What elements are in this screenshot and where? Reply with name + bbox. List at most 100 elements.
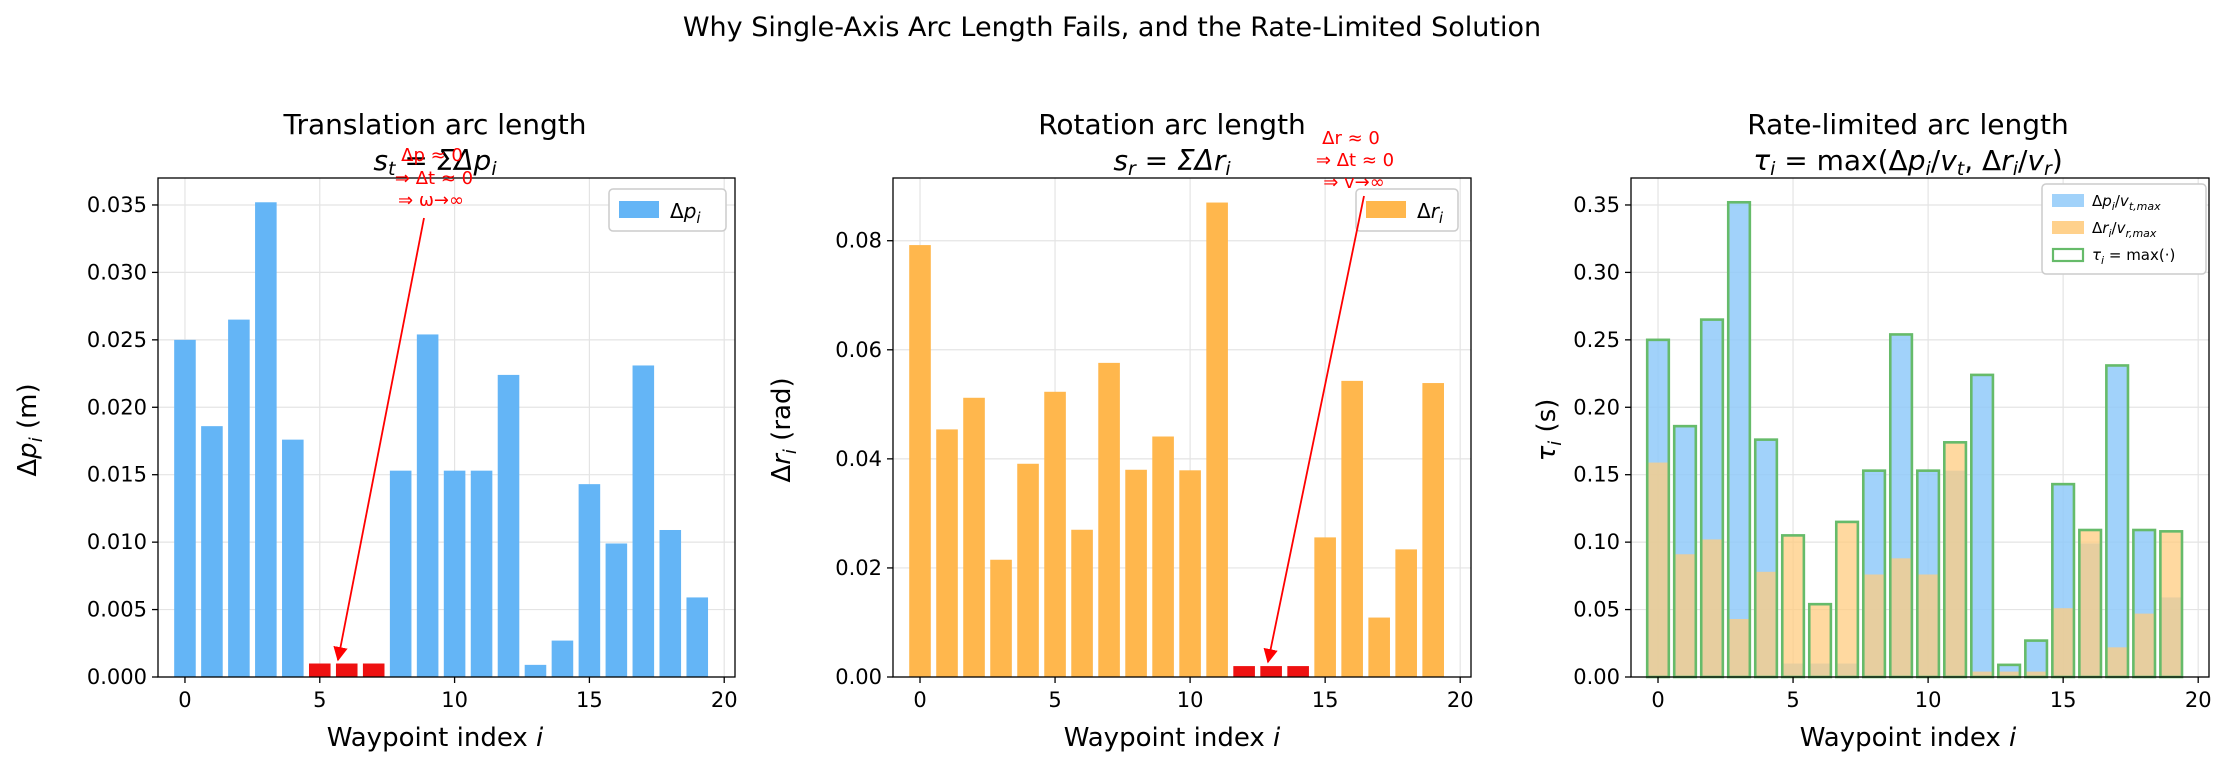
- legend: Δri: [1355, 188, 1459, 232]
- y-tick-label: 0.000: [87, 665, 147, 689]
- rotation-panel: Rotation arc length sr = ΣΔri 0 5 10 15 20 0.…: [767, 108, 1474, 753]
- annotation-arrow: [333, 217, 425, 662]
- bar-rotation-rate: [1944, 442, 1966, 677]
- x-tick-label: 0: [1651, 688, 1664, 712]
- axes: 0 5 10 15 20 0.000 0.005 0.010 0.015 0.020 0.025 0.…: [87, 177, 738, 712]
- bar: [201, 426, 223, 677]
- bar: [990, 559, 1012, 677]
- bar-rotation-rate: [1917, 574, 1939, 677]
- x-tick-label: 20: [2185, 688, 2212, 712]
- bar-rotation-rate: [2052, 608, 2074, 677]
- bar-rotation-rate: [1782, 535, 1804, 677]
- x-tick-label: 15: [1312, 688, 1339, 712]
- bar-rotation-rate: [1755, 571, 1777, 677]
- y-tick-label: 0.20: [1573, 395, 1620, 419]
- bar: [936, 429, 958, 677]
- y-tick-label: 0.005: [87, 598, 147, 622]
- legend-label-trans: Δpi/vt,max: [2092, 192, 2161, 213]
- bar-highlighted: [308, 663, 331, 677]
- panel-title-line2: τi = max(Δpi/vt, Δri/vr): [1753, 144, 2063, 180]
- y-tick-label: 0.06: [835, 338, 882, 362]
- bar: [1152, 436, 1174, 677]
- y-axis-label: Δri (rad): [767, 377, 801, 482]
- bar-rotation-rate: [1701, 539, 1723, 677]
- bar: [1314, 537, 1336, 677]
- x-tick-label: 5: [1786, 688, 1799, 712]
- x-tick-label: 20: [1447, 688, 1474, 712]
- legend: Δpi: [608, 188, 727, 232]
- y-tick-label: 0.10: [1573, 530, 1620, 554]
- y-tick-label: 0.00: [835, 665, 882, 689]
- axes: 0 5 10 15 20 0.00 0.02 0.04 0.06 0.08: [835, 177, 1474, 712]
- bar-highlighted: [1233, 666, 1255, 677]
- x-tick-label: 10: [441, 688, 468, 712]
- y-tick-label: 0.04: [835, 447, 882, 471]
- bar: [659, 529, 682, 677]
- y-tick-label: 0.05: [1573, 598, 1620, 622]
- y-tick-label: 0.010: [87, 530, 147, 554]
- bar-rotation-rate: [1728, 619, 1750, 677]
- y-axis-label: Δpi (m): [13, 383, 47, 476]
- bar: [443, 470, 466, 677]
- x-tick-label: 20: [711, 688, 738, 712]
- legend-label-max: τi = max(·): [2092, 246, 2175, 267]
- annotation-line-2: ⇒ Δt ≈ 0: [395, 168, 473, 189]
- bar: [1017, 463, 1039, 677]
- x-tick-label: 5: [1048, 688, 1061, 712]
- legend-label: Δpi: [670, 199, 701, 227]
- y-tick-label: 0.035: [87, 193, 147, 217]
- bar: [1206, 202, 1228, 677]
- panel-title-line1: Rate-limited arc length: [1747, 108, 2068, 141]
- bar-rotation-rate: [1971, 671, 1993, 677]
- bar: [470, 470, 493, 677]
- bar-highlighted: [1260, 666, 1282, 677]
- y-tick-label: 0.15: [1573, 463, 1620, 487]
- y-tick-label: 0.00: [1573, 665, 1620, 689]
- bar-translation-rate: [1728, 202, 1750, 677]
- annotation-line-3: ⇒ v→∞: [1323, 172, 1385, 193]
- bar: [963, 397, 985, 677]
- bar: [1422, 383, 1444, 677]
- panel-title-line1: Rotation arc length: [1038, 108, 1306, 141]
- legend-swatch: [1366, 201, 1406, 218]
- bar-translation-rate: [2025, 640, 2047, 677]
- bar: [686, 597, 709, 677]
- bar: [497, 374, 520, 677]
- annotation-line-2: ⇒ Δt ≈ 0: [1316, 150, 1394, 171]
- rate-limited-panel: Rate-limited arc length τi = max(Δpi/vt,…: [1532, 108, 2212, 753]
- annotation-line-3: ⇒ ω→∞: [398, 190, 464, 211]
- x-tick-label: 10: [1915, 688, 1942, 712]
- bar: [1341, 380, 1363, 677]
- x-tick-label: 10: [1177, 688, 1204, 712]
- x-tick-label: 15: [2050, 688, 2077, 712]
- bar: [524, 664, 547, 677]
- bar: [1044, 391, 1066, 677]
- bar: [1179, 470, 1201, 677]
- y-tick-label: 0.35: [1573, 193, 1620, 217]
- y-tick-label: 0.30: [1573, 260, 1620, 284]
- bar-translation-rate: [2106, 365, 2128, 677]
- bar: [605, 543, 628, 677]
- legend-swatch: [619, 201, 659, 218]
- bar: [282, 439, 304, 677]
- bar-rotation-rate: [1674, 554, 1696, 677]
- bar-rotation-rate: [2133, 613, 2155, 677]
- bar-rotation-rate: [2106, 647, 2128, 677]
- y-tick-label: 0.25: [1573, 328, 1620, 352]
- axes: 0 5 10 15 20 0.00 0.05 0.10 0.15 0.20 0.25 0.30 0.35: [1573, 177, 2212, 712]
- bar-highlighted: [362, 663, 385, 677]
- y-axis-label: τi (s): [1532, 399, 1566, 462]
- bar: [1125, 469, 1147, 677]
- translation-panel: Translation arc length st = ΣΔpi 0 5 10 15 2…: [13, 108, 738, 753]
- axes-frame: [157, 177, 736, 678]
- bar-rotation-rate: [2025, 671, 2047, 677]
- bar: [389, 470, 412, 677]
- annotation: Δp ≈ 0 ⇒ Δt ≈ 0 ⇒ ω→∞: [333, 145, 473, 662]
- bar-rotation-rate: [2079, 529, 2101, 677]
- bar-rotation-rate: [1890, 558, 1912, 677]
- bar-rotation-rate: [1647, 462, 1669, 677]
- bar-highlighted: [335, 663, 358, 677]
- bar: [551, 640, 574, 677]
- bar: [578, 484, 601, 677]
- annotation-arrow: [1263, 195, 1365, 664]
